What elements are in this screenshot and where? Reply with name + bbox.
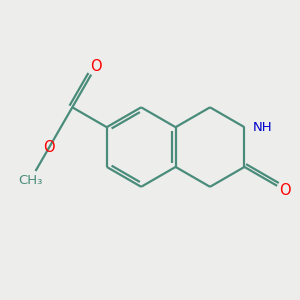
- Text: O: O: [90, 59, 101, 74]
- Text: CH₃: CH₃: [18, 174, 42, 187]
- Text: NH: NH: [253, 121, 272, 134]
- Text: O: O: [43, 140, 55, 155]
- Text: O: O: [279, 183, 291, 198]
